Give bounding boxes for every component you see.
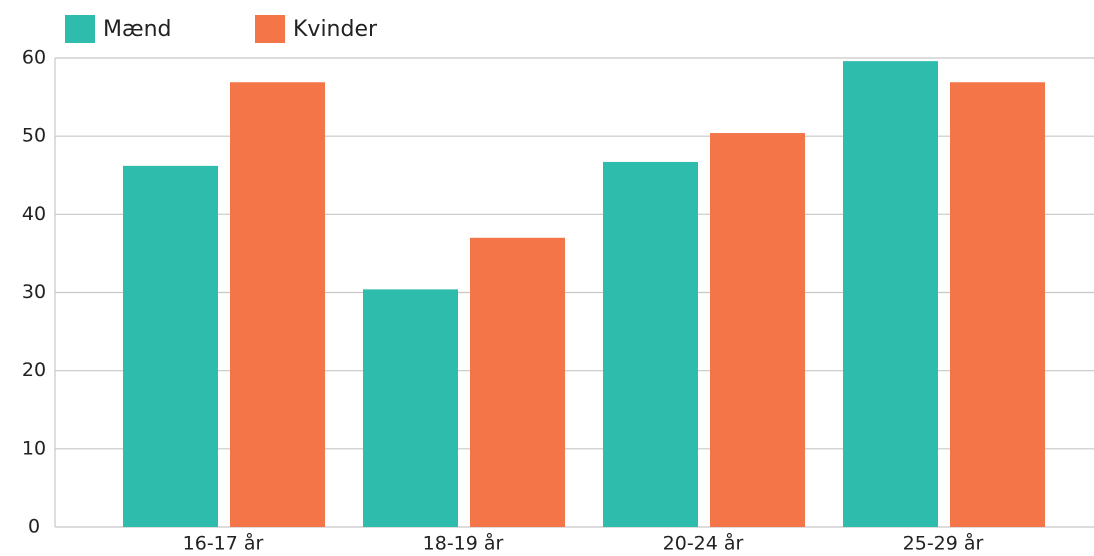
bar [123,165,218,527]
x-tick-label: 18-19 år [423,532,504,555]
bar [363,289,458,527]
y-tick-label: 20 [22,359,46,381]
y-tick-label: 40 [22,203,46,225]
y-tick-label: 0 [28,516,40,538]
bar [230,82,325,528]
y-tick-label: 60 [22,47,46,69]
x-tick-label: 25-29 år [903,532,984,555]
bar [950,82,1045,528]
legend-label: Mænd [103,17,172,42]
bar [843,61,938,527]
legend-label: Kvinder [293,17,378,42]
y-tick-label: 10 [22,437,46,459]
x-tick-label: 16-17 år [183,532,264,555]
y-tick-label: 30 [22,281,46,303]
bar [710,133,805,528]
y-tick-label: 50 [22,125,46,147]
x-tick-label: 20-24 år [663,532,744,555]
legend-swatch [255,15,285,43]
bar [603,161,698,527]
legend-swatch [65,15,95,43]
bar [470,237,565,528]
